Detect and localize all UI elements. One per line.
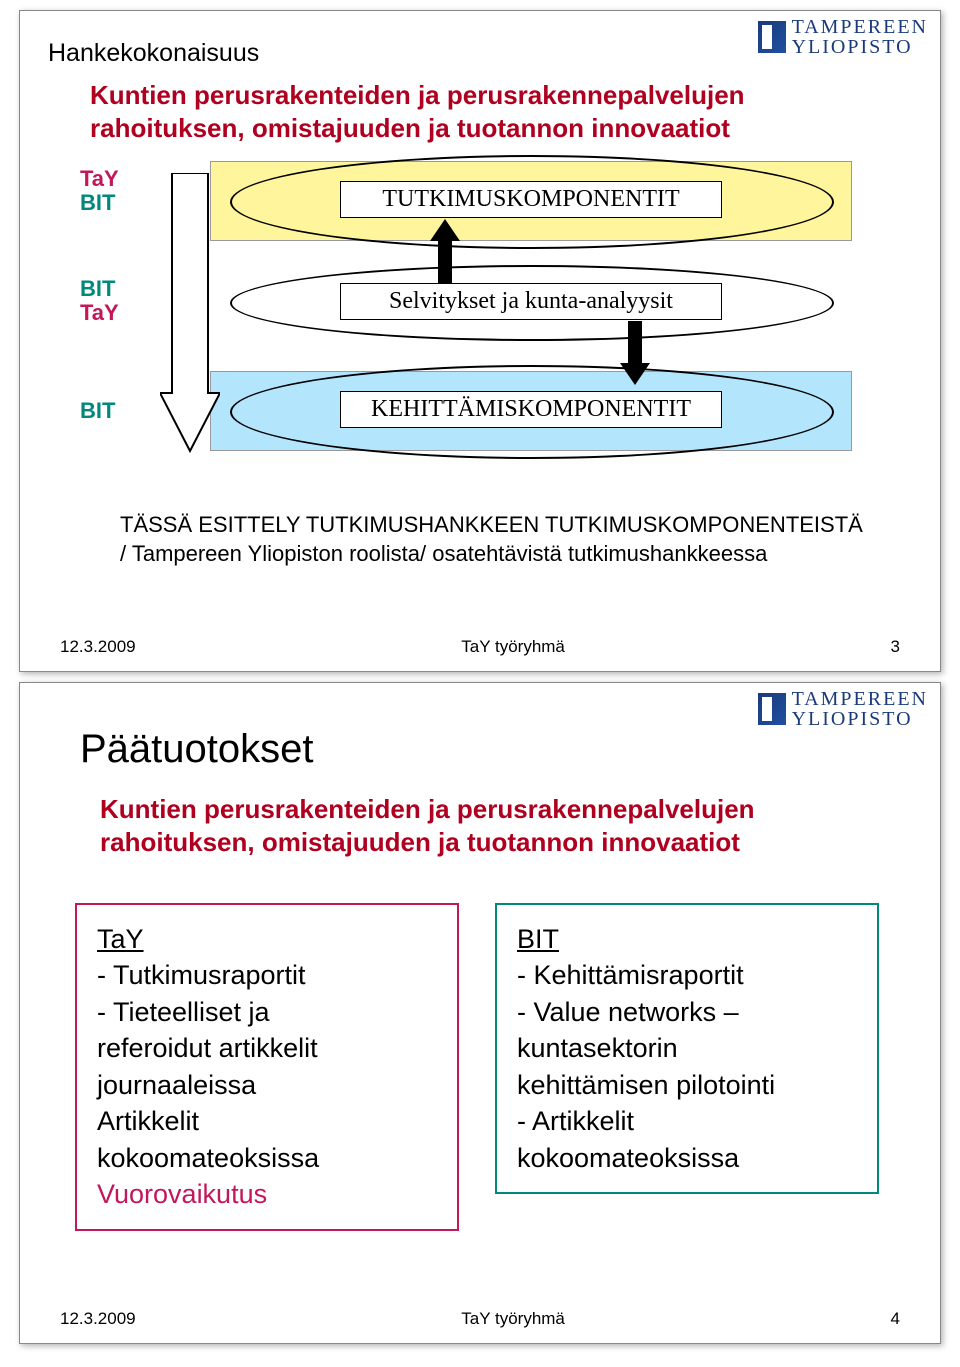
arrow-up-icon [430, 219, 460, 283]
tag-row3: BIT [80, 399, 115, 423]
footer-page: 3 [891, 637, 900, 657]
diagram: TaY BIT TUTKIMUSKOMPONENTIT BIT TaY Selv… [80, 161, 900, 491]
tay-line: - Tutkimusraportit [97, 957, 437, 993]
slide-footer: 12.3.2009 TaY työryhmä 3 [60, 637, 900, 657]
tay-line: referoidut artikkelit [97, 1030, 437, 1066]
bit-line: kehittämisen pilotointi [517, 1067, 857, 1103]
tay-line: - Tieteelliset ja [97, 994, 437, 1030]
bit-line: - Kehittämisraportit [517, 957, 857, 993]
university-logo: TAMPEREEN YLIOPISTO [758, 689, 928, 729]
footnote-line1: TÄSSÄ ESITTELY TUTKIMUSHANKKEEN TUTKIMUS… [120, 511, 863, 540]
slide-1: TAMPEREEN YLIOPISTO Hankekokonaisuus Kun… [19, 10, 941, 672]
box-kehittamis: KEHITTÄMISKOMPONENTIT [340, 391, 722, 428]
box-bit-heading: BIT [517, 921, 857, 957]
footer-center: TaY työryhmä [461, 1309, 565, 1329]
footer-date: 12.3.2009 [60, 1309, 136, 1329]
footnote: TÄSSÄ ESITTELY TUTKIMUSHANKKEEN TUTKIMUS… [120, 511, 863, 568]
bit-line: - Value networks – [517, 994, 857, 1030]
bit-line: kuntasektorin [517, 1030, 857, 1066]
arrow-down-icon [620, 321, 650, 385]
footer-date: 12.3.2009 [60, 637, 136, 657]
footnote-line2: / Tampereen Yliopiston roolista/ osateht… [120, 540, 863, 569]
logo-text: TAMPEREEN YLIOPISTO [792, 17, 928, 57]
slide-footer: 12.3.2009 TaY työryhmä 4 [60, 1309, 900, 1329]
tay-line: kokoomateoksissa [97, 1140, 437, 1176]
slide1-title: Kuntien perusrakenteiden ja perusrakenne… [90, 79, 870, 144]
logo-line1: TAMPEREEN [792, 689, 928, 709]
tay-vuorovaikutus: Vuorovaikutus [97, 1176, 437, 1212]
tag-bit: BIT [80, 277, 119, 301]
tag-row1: TaY BIT [80, 167, 119, 215]
logo-mark-icon [758, 21, 786, 53]
footer-center: TaY työryhmä [461, 637, 565, 657]
bit-line: - Artikkelit [517, 1103, 857, 1139]
box-bit: BIT - Kehittämisraportit - Value network… [495, 903, 879, 1194]
logo-line1: TAMPEREEN [792, 17, 928, 37]
slide2-main-title: Päätuotokset [80, 727, 314, 772]
tag-bit: BIT [80, 399, 115, 423]
title-line-2: rahoituksen, omistajuuden ja tuotannon i… [100, 826, 880, 859]
box-selvitykset: Selvitykset ja kunta-analyysit [340, 283, 722, 320]
title-line-1: Kuntien perusrakenteiden ja perusrakenne… [90, 79, 870, 112]
arrow-hollow-down-icon [160, 173, 220, 453]
box-tutkimus: TUTKIMUSKOMPONENTIT [340, 181, 722, 218]
slide2-subtitle: Kuntien perusrakenteiden ja perusrakenne… [100, 793, 880, 858]
slide-2: TAMPEREEN YLIOPISTO Päätuotokset Kuntien… [19, 682, 941, 1344]
tag-tay: TaY [80, 301, 119, 325]
tag-bit: BIT [80, 191, 119, 215]
tag-tay: TaY [80, 167, 119, 191]
box-tay: TaY - Tutkimusraportit - Tieteelliset ja… [75, 903, 459, 1231]
university-logo: TAMPEREEN YLIOPISTO [758, 17, 928, 57]
section-label: Hankekokonaisuus [48, 39, 259, 68]
logo-mark-icon [758, 693, 786, 725]
footer-page: 4 [891, 1309, 900, 1329]
logo-line2: YLIOPISTO [792, 37, 928, 57]
box-tay-heading: TaY [97, 921, 437, 957]
logo-line2: YLIOPISTO [792, 709, 928, 729]
tag-row2: BIT TaY [80, 277, 119, 325]
title-line-2: rahoituksen, omistajuuden ja tuotannon i… [90, 112, 870, 145]
bit-line: kokoomateoksissa [517, 1140, 857, 1176]
tay-line: Artikkelit [97, 1103, 437, 1139]
title-line-1: Kuntien perusrakenteiden ja perusrakenne… [100, 793, 880, 826]
tay-line: journaaleissa [97, 1067, 437, 1103]
logo-text: TAMPEREEN YLIOPISTO [792, 689, 928, 729]
